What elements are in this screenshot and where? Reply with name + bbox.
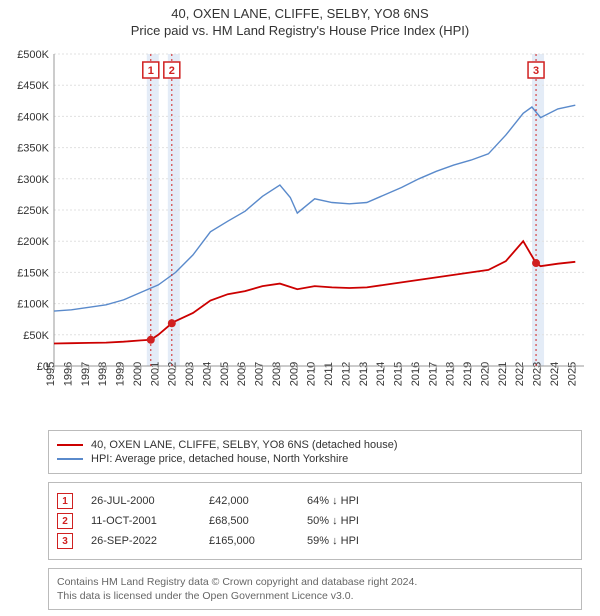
event-row: 3 26-SEP-2022 £165,000 59% ↓ HPI bbox=[57, 533, 573, 549]
svg-text:2020: 2020 bbox=[479, 362, 491, 386]
svg-text:2022: 2022 bbox=[514, 362, 526, 386]
legend-label: 40, OXEN LANE, CLIFFE, SELBY, YO8 6NS (d… bbox=[91, 439, 398, 451]
svg-text:2006: 2006 bbox=[236, 362, 248, 386]
svg-text:£150K: £150K bbox=[17, 267, 49, 279]
svg-text:2010: 2010 bbox=[306, 362, 318, 386]
event-hpi-diff: 50% ↓ HPI bbox=[307, 515, 359, 527]
svg-text:£100K: £100K bbox=[17, 299, 49, 311]
svg-text:1996: 1996 bbox=[62, 362, 74, 386]
svg-text:2019: 2019 bbox=[462, 362, 474, 386]
svg-text:2008: 2008 bbox=[271, 362, 283, 386]
svg-text:2005: 2005 bbox=[219, 362, 231, 386]
svg-text:2013: 2013 bbox=[358, 362, 370, 386]
event-marker-number: 1 bbox=[57, 493, 73, 509]
svg-text:2015: 2015 bbox=[393, 362, 405, 386]
chart-title-subtitle: Price paid vs. HM Land Registry's House … bbox=[6, 23, 594, 38]
event-row: 2 11-OCT-2001 £68,500 50% ↓ HPI bbox=[57, 513, 573, 529]
license-line-2: This data is licensed under the Open Gov… bbox=[57, 589, 573, 603]
svg-text:2017: 2017 bbox=[427, 362, 439, 386]
price-chart: £0£50K£100K£150K£200K£250K£300K£350K£400… bbox=[6, 42, 594, 422]
svg-text:1998: 1998 bbox=[97, 362, 109, 386]
license-box: Contains HM Land Registry data © Crown c… bbox=[48, 568, 582, 610]
svg-text:2012: 2012 bbox=[340, 362, 352, 386]
chart-title-block: 40, OXEN LANE, CLIFFE, SELBY, YO8 6NS Pr… bbox=[6, 6, 594, 38]
legend-swatch bbox=[57, 444, 83, 446]
svg-text:£500K: £500K bbox=[17, 49, 49, 61]
svg-text:2014: 2014 bbox=[375, 362, 387, 386]
svg-text:1995: 1995 bbox=[45, 362, 57, 386]
event-date: 26-SEP-2022 bbox=[91, 535, 191, 547]
svg-text:£50K: £50K bbox=[23, 330, 49, 342]
event-row: 1 26-JUL-2000 £42,000 64% ↓ HPI bbox=[57, 493, 573, 509]
svg-text:£250K: £250K bbox=[17, 205, 49, 217]
svg-text:2000: 2000 bbox=[132, 362, 144, 386]
event-date: 11-OCT-2001 bbox=[91, 515, 191, 527]
legend-swatch bbox=[57, 458, 83, 460]
chart-title-address: 40, OXEN LANE, CLIFFE, SELBY, YO8 6NS bbox=[6, 6, 594, 21]
svg-text:£450K: £450K bbox=[17, 80, 49, 92]
event-marker-number: 2 bbox=[57, 513, 73, 529]
legend-box: 40, OXEN LANE, CLIFFE, SELBY, YO8 6NS (d… bbox=[48, 430, 582, 474]
event-date: 26-JUL-2000 bbox=[91, 495, 191, 507]
svg-text:2016: 2016 bbox=[410, 362, 422, 386]
svg-text:2003: 2003 bbox=[184, 362, 196, 386]
event-price: £68,500 bbox=[209, 515, 289, 527]
svg-text:£300K: £300K bbox=[17, 174, 49, 186]
svg-text:2004: 2004 bbox=[201, 362, 213, 386]
event-price: £165,000 bbox=[209, 535, 289, 547]
chart-area: £0£50K£100K£150K£200K£250K£300K£350K£400… bbox=[6, 42, 594, 422]
svg-text:1999: 1999 bbox=[115, 362, 127, 386]
svg-text:2018: 2018 bbox=[445, 362, 457, 386]
svg-text:2023: 2023 bbox=[532, 362, 544, 386]
event-marker-number: 3 bbox=[57, 533, 73, 549]
svg-text:£350K: £350K bbox=[17, 143, 49, 155]
svg-text:2009: 2009 bbox=[288, 362, 300, 386]
legend-row: HPI: Average price, detached house, Nort… bbox=[57, 453, 573, 465]
svg-text:2024: 2024 bbox=[549, 362, 561, 386]
svg-text:2: 2 bbox=[169, 65, 175, 77]
license-line-1: Contains HM Land Registry data © Crown c… bbox=[57, 575, 573, 589]
svg-text:£400K: £400K bbox=[17, 111, 49, 123]
svg-text:2002: 2002 bbox=[167, 362, 179, 386]
legend-row: 40, OXEN LANE, CLIFFE, SELBY, YO8 6NS (d… bbox=[57, 439, 573, 451]
svg-text:£200K: £200K bbox=[17, 236, 49, 248]
svg-text:2021: 2021 bbox=[497, 362, 509, 386]
event-hpi-diff: 64% ↓ HPI bbox=[307, 495, 359, 507]
event-hpi-diff: 59% ↓ HPI bbox=[307, 535, 359, 547]
svg-text:2007: 2007 bbox=[254, 362, 266, 386]
svg-text:3: 3 bbox=[533, 65, 539, 77]
event-price: £42,000 bbox=[209, 495, 289, 507]
svg-text:2025: 2025 bbox=[566, 362, 578, 386]
svg-text:1997: 1997 bbox=[80, 362, 92, 386]
svg-text:1: 1 bbox=[148, 65, 154, 77]
legend-label: HPI: Average price, detached house, Nort… bbox=[91, 453, 348, 465]
events-box: 1 26-JUL-2000 £42,000 64% ↓ HPI 2 11-OCT-2001… bbox=[48, 482, 582, 560]
